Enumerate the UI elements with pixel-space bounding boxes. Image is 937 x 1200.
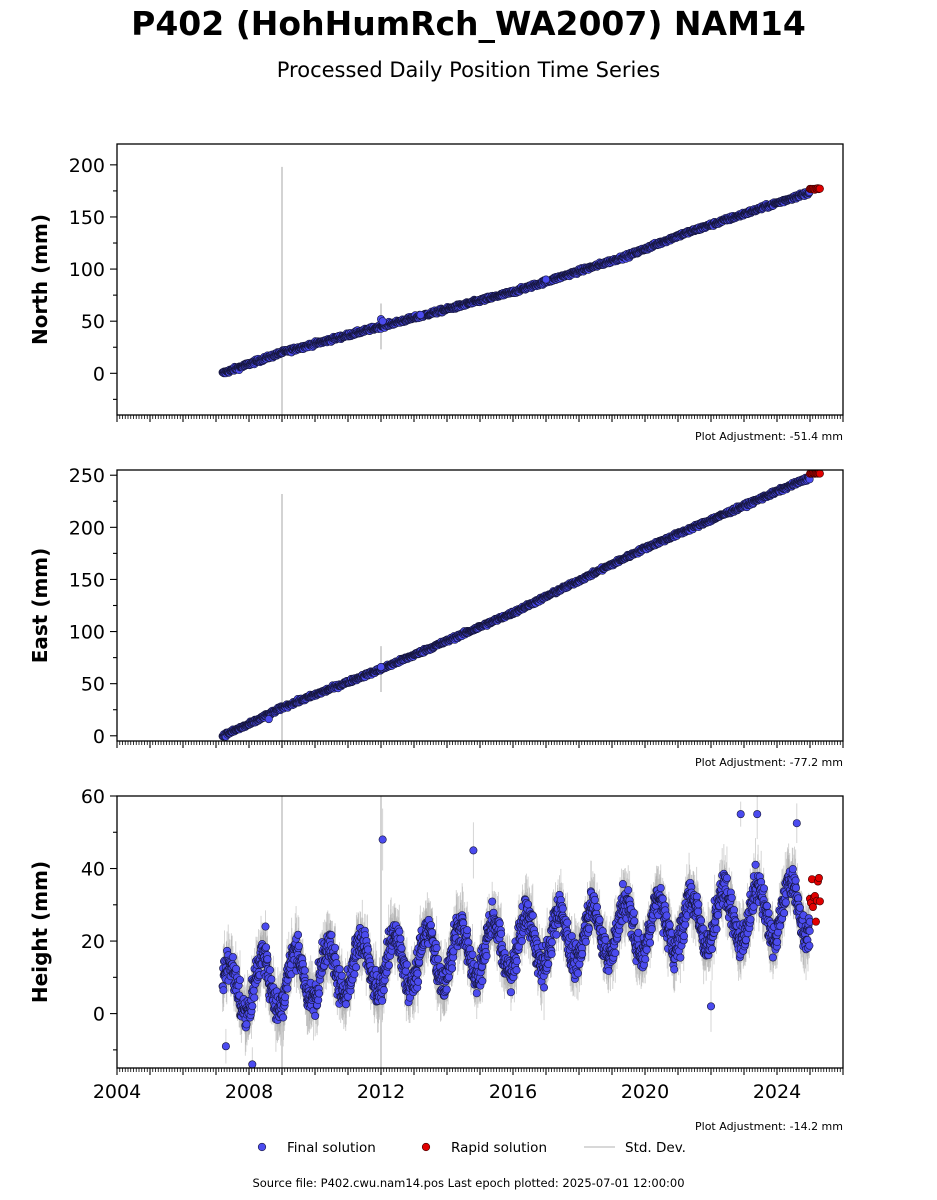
- plot-area-height: [218, 796, 824, 1068]
- plot-area-east: [218, 470, 824, 741]
- y-axis-label: East (mm): [28, 548, 52, 664]
- plot-adjustment-label: Plot Adjustment: -51.4 mm: [695, 430, 843, 443]
- rapid-solution-point: [815, 470, 824, 478]
- y-tick-label: 250: [69, 465, 105, 487]
- y-tick-label: 200: [69, 517, 105, 539]
- rapid-solution-points-north: [805, 184, 824, 194]
- final-solution-points-east: [218, 473, 814, 741]
- final-solution-points-north: [218, 188, 814, 378]
- plot-adjustment-label: Plot Adjustment: -77.2 mm: [695, 756, 843, 769]
- y-tick-label: 100: [69, 622, 105, 644]
- chart-subtitle: Processed Daily Position Time Series: [276, 58, 661, 82]
- final-solution-point: [541, 275, 550, 284]
- y-tick-label: 0: [93, 726, 105, 748]
- rapid-solution-points-east: [806, 470, 824, 478]
- chart-title: P402 (HohHumRch_WA2007) NAM14: [131, 4, 806, 43]
- final-solution-point: [416, 310, 425, 319]
- y-tick-label: 50: [81, 674, 105, 696]
- panel-north: 0 50 100 150 200 North (mm) Plot Adjustment: -…: [28, 143, 844, 443]
- y-tick-label: 0: [93, 363, 105, 385]
- y-tick-label: 100: [69, 259, 105, 281]
- final-solution-point: [378, 317, 387, 326]
- y-axis-label: North (mm): [28, 214, 52, 345]
- panel-east: 0 50 100 150 200 250 East (mm) Plot Adjustment:…: [28, 465, 844, 769]
- final-solution-point: [376, 662, 385, 671]
- y-tick-label: 50: [81, 311, 105, 333]
- plot-area-north: [218, 166, 824, 415]
- y-tick-label: 200: [69, 155, 105, 177]
- y-tick-label: 150: [69, 569, 105, 591]
- y-tick-label: 150: [69, 207, 105, 229]
- final-solution-point: [264, 715, 273, 724]
- rapid-solution-point: [815, 184, 824, 193]
